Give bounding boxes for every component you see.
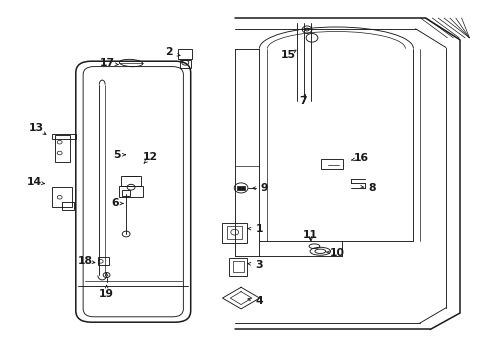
Text: 11: 11 xyxy=(303,230,317,240)
Text: 17: 17 xyxy=(100,58,115,68)
Text: 3: 3 xyxy=(255,260,263,270)
Bar xyxy=(222,223,246,243)
Text: 7: 7 xyxy=(299,96,306,106)
Text: 19: 19 xyxy=(99,289,114,300)
Text: 4: 4 xyxy=(255,296,263,306)
Bar xyxy=(98,257,108,265)
Bar xyxy=(62,202,74,210)
Bar xyxy=(237,186,244,190)
Bar xyxy=(321,159,343,169)
Text: 16: 16 xyxy=(354,153,368,163)
Bar xyxy=(121,176,141,186)
Text: 1: 1 xyxy=(255,224,263,234)
Bar xyxy=(52,134,76,139)
Text: 15: 15 xyxy=(281,50,295,60)
Text: 8: 8 xyxy=(367,183,375,193)
Text: 10: 10 xyxy=(329,248,344,258)
Text: 9: 9 xyxy=(260,183,267,193)
Bar xyxy=(122,190,130,196)
Bar xyxy=(232,261,243,272)
Bar xyxy=(227,226,242,239)
Bar xyxy=(228,258,247,276)
Bar xyxy=(55,135,70,162)
Text: 2: 2 xyxy=(164,47,172,57)
Text: 12: 12 xyxy=(143,152,158,162)
Text: 14: 14 xyxy=(27,177,41,187)
Bar xyxy=(178,49,192,59)
Bar xyxy=(180,60,191,68)
Bar xyxy=(119,186,143,197)
Text: 13: 13 xyxy=(29,123,44,133)
Text: 5: 5 xyxy=(113,150,121,160)
Bar xyxy=(52,187,72,207)
Text: 18: 18 xyxy=(78,256,93,266)
Text: 6: 6 xyxy=(111,198,119,208)
